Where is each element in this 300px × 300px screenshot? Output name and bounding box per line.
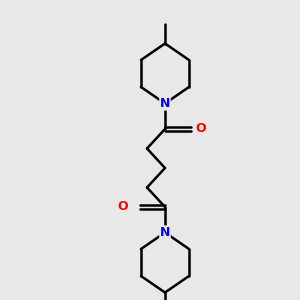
Text: O: O bbox=[117, 200, 128, 214]
Text: N: N bbox=[160, 226, 170, 239]
Text: N: N bbox=[160, 97, 170, 110]
Text: O: O bbox=[195, 122, 206, 136]
